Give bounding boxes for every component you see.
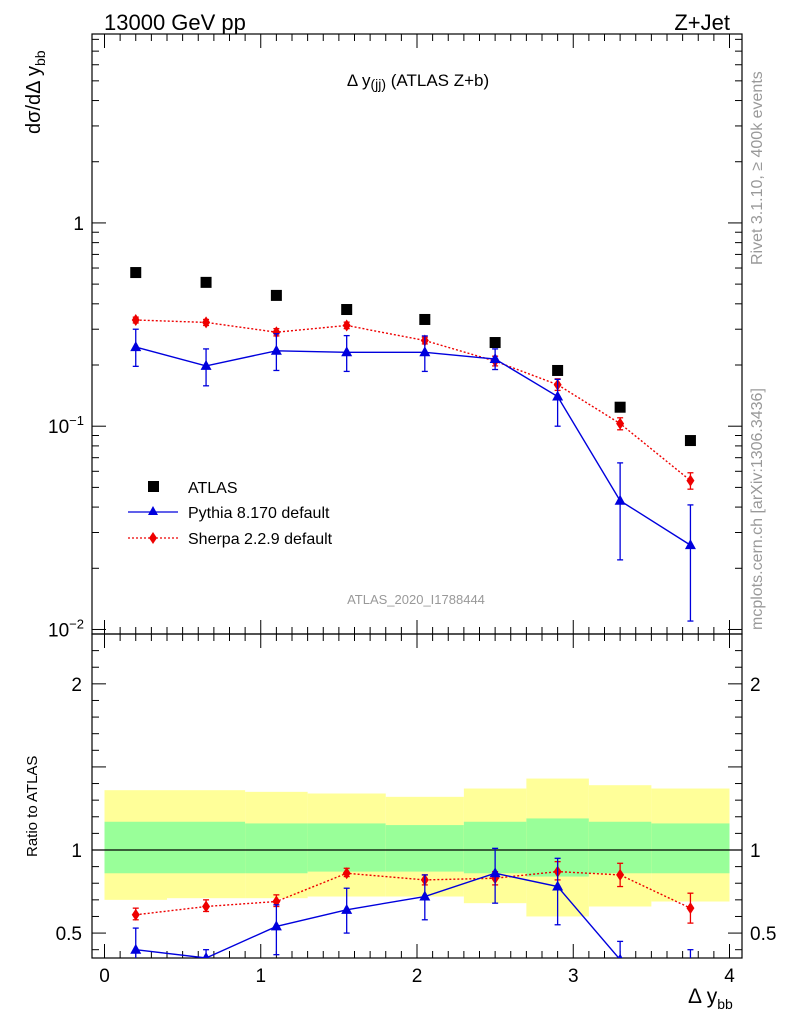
pythia-point <box>341 346 353 357</box>
ratio-point <box>686 902 695 915</box>
watermark: ATLAS_2020_I1788444 <box>347 592 485 607</box>
sherpa-point <box>272 326 281 339</box>
ratio-point <box>617 953 623 958</box>
pythia-point <box>614 494 626 505</box>
main-ytick-label: 10−1 <box>48 413 84 438</box>
legend-sherpa-marker <box>149 532 157 544</box>
ratio-ytick-label-right: 1 <box>750 841 761 862</box>
sherpa-line <box>135 319 691 482</box>
pythia-point <box>419 346 431 357</box>
main-ytick-label-exp: −1 <box>69 413 84 428</box>
sherpa-point <box>616 417 625 430</box>
ratio-point <box>685 960 696 970</box>
atlas-point <box>341 304 353 316</box>
ratio-point <box>489 867 501 878</box>
atlas-point <box>130 267 142 279</box>
ratio-bands <box>104 778 730 917</box>
plot-title-rest: (ATLAS Z+b) <box>386 71 489 90</box>
plot-title-main: Δ y <box>347 71 371 90</box>
ratio-point <box>131 908 140 921</box>
sherpa-point <box>202 316 211 329</box>
plot-title: Δ y(jj) (ATLAS Z+b) <box>347 71 489 92</box>
ratio-point <box>202 900 211 913</box>
xtick-label: 2 <box>412 966 423 987</box>
ratio-point <box>202 952 210 958</box>
pythia-point <box>684 539 696 550</box>
main-ylabel-sub: bb <box>32 50 48 66</box>
atlas-point <box>684 435 696 447</box>
atlas-point <box>614 401 626 413</box>
atlas-point <box>489 337 501 349</box>
main-series <box>130 267 696 622</box>
xtick-label: 0 <box>99 966 110 987</box>
main-ylabel-main: dσ/dΔ y <box>23 66 45 134</box>
band-inner-segment <box>104 821 167 874</box>
legend: ATLAS Pythia 8.170 default Sherpa 2.2.9 … <box>128 480 333 548</box>
atlas-point <box>419 313 431 325</box>
main-ytick-label: 1 <box>73 214 84 235</box>
ratio-series <box>130 847 696 970</box>
main-ytick-label-exp: −2 <box>69 616 84 631</box>
xlabel: Δ ybb <box>688 985 733 1012</box>
xtick-label: 1 <box>255 966 266 987</box>
legend-atlas-marker <box>148 481 159 492</box>
ratio-ytick-label-right: 0.5 <box>750 924 776 945</box>
atlas-point <box>270 289 282 301</box>
main-ytick-label-base: 1 <box>73 214 84 235</box>
plot-title-sub: (jj) <box>370 76 386 92</box>
pythia-point <box>130 341 142 352</box>
ratio-point <box>130 943 142 954</box>
band-inner-segment <box>167 821 246 874</box>
band-inner-segment <box>307 823 386 872</box>
pythia-point <box>200 359 212 370</box>
main-ylabel: dσ/dΔ ybb <box>23 50 48 134</box>
xlabel-main: Δ y <box>688 985 718 1008</box>
xtick-label: 3 <box>568 966 579 987</box>
pythia-point <box>489 353 501 364</box>
legend-pythia-label: Pythia 8.170 default <box>188 505 330 522</box>
ratio-point <box>342 867 351 880</box>
pythia-point <box>552 390 564 401</box>
xlabel-sub: bb <box>717 996 733 1012</box>
atlas-point <box>552 364 564 376</box>
main-panel: 110−110−2 <box>48 33 743 641</box>
ratio-ytick-label: 0.5 <box>56 924 82 945</box>
ratio-ylabel: Ratio to ATLAS <box>24 756 41 857</box>
main-ytick-label-base: 10 <box>48 417 69 438</box>
xtick-label: 4 <box>724 966 735 987</box>
ratio-point <box>270 920 282 931</box>
ratio-point <box>616 868 625 881</box>
band-inner-segment <box>385 825 464 872</box>
sherpa-point <box>131 313 140 326</box>
ratio-point <box>419 890 431 901</box>
legend-pythia-marker <box>148 506 158 515</box>
band-inner-segment <box>245 823 308 874</box>
legend-atlas-label: ATLAS <box>188 480 238 497</box>
legend-sherpa-label: Sherpa 2.2.9 default <box>188 531 333 548</box>
band-inner-segment <box>651 823 730 874</box>
main-ytick-label-base: 10 <box>48 620 69 641</box>
ratio-point <box>341 903 353 914</box>
header-right: Z+Jet <box>674 10 730 35</box>
sherpa-point <box>686 474 695 487</box>
ratio-point <box>552 880 564 891</box>
ratio-ytick-label: 1 <box>71 841 82 862</box>
mcplots-label: mcplots.cern.ch [arXiv:1306.3436] <box>749 388 766 630</box>
main-ytick-label: 10−2 <box>48 616 84 641</box>
pythia-point <box>270 344 282 355</box>
ratio-panel: 0 1 2 3 4 0.5 0.5 1 1 2 2 <box>56 633 776 987</box>
header-left: 13000 GeV pp <box>104 10 246 35</box>
atlas-point <box>200 276 212 288</box>
rivet-label: Rivet 3.1.10, ≥ 400k events <box>749 71 766 265</box>
ratio-ytick-label-right: 2 <box>750 675 761 696</box>
sherpa-point <box>342 319 351 332</box>
ratio-ytick-label: 2 <box>71 675 82 696</box>
